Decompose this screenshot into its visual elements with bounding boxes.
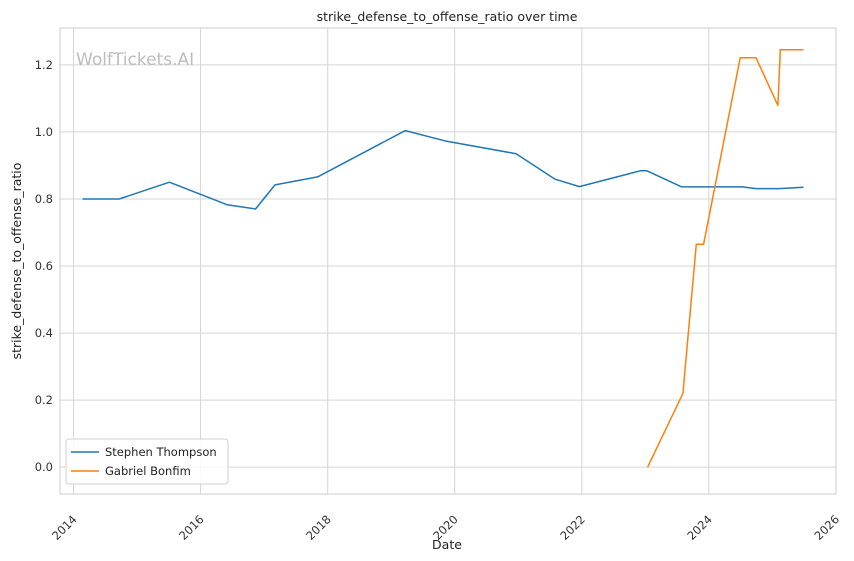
- chart-title: strike_defense_to_offense_ratio over tim…: [317, 9, 578, 24]
- series-group: [82, 49, 804, 468]
- y-tick-label: 0.2: [35, 393, 53, 407]
- legend-box: [65, 438, 229, 485]
- series-line-gabriel-bonfim: [646, 49, 804, 468]
- legend: Stephen Thompson Gabriel Bonfim: [65, 438, 229, 485]
- series-line-stephen-thompson: [82, 129, 804, 210]
- legend-label-gabriel-bonfim: Gabriel Bonfim: [105, 464, 191, 478]
- x-axis-label: Date: [432, 537, 462, 552]
- y-tick-label: 1.2: [35, 58, 53, 72]
- y-tick-label: 0.0: [35, 460, 53, 474]
- y-tick-label: 0.4: [35, 326, 53, 340]
- watermark: WolfTickets.AI: [76, 50, 194, 70]
- y-tick-label: 0.6: [35, 259, 53, 273]
- plot-frame: [59, 27, 837, 495]
- y-tick-label: 0.8: [35, 192, 53, 206]
- y-axis-label: strike_defense_to_offense_ratio: [9, 163, 24, 360]
- legend-label-stephen-thompson: Stephen Thompson: [105, 445, 217, 459]
- grid: [60, 28, 837, 494]
- y-tick-label: 1.0: [35, 125, 53, 139]
